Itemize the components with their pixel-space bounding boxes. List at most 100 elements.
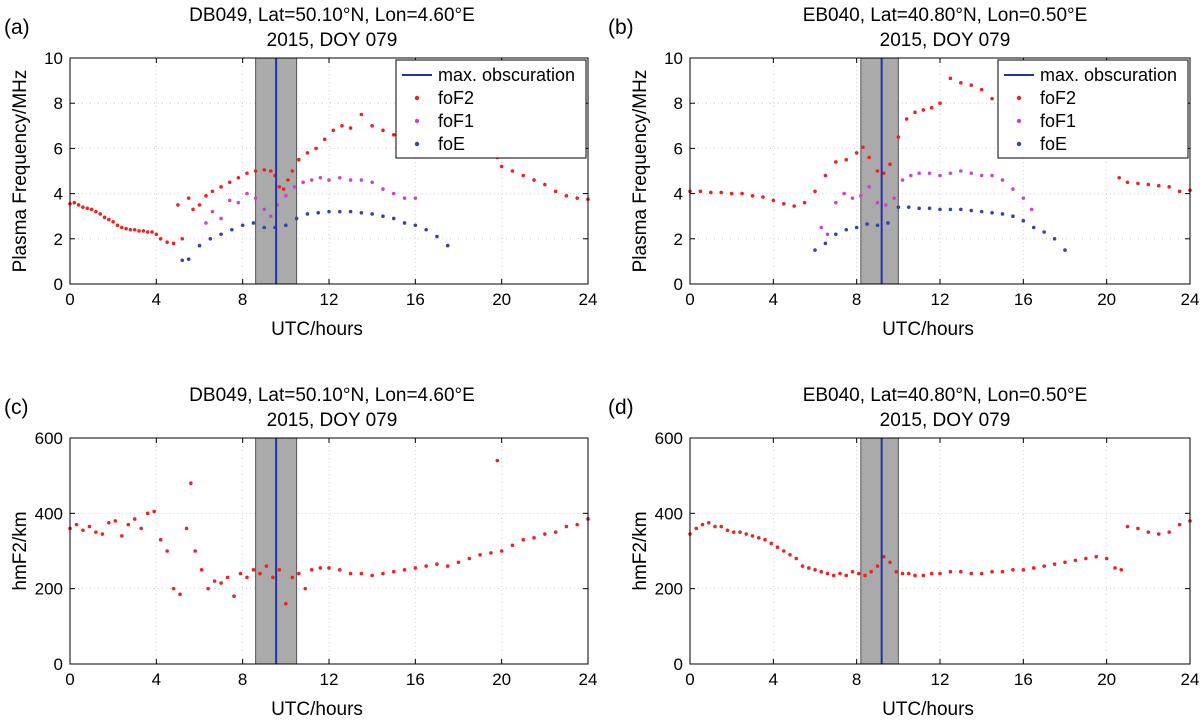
data-point-foF2 bbox=[370, 124, 374, 128]
data-point-foF2 bbox=[979, 87, 984, 92]
y-tick-label: 10 bbox=[664, 49, 683, 68]
data-point-foF1 bbox=[959, 169, 963, 173]
data-point-foF2 bbox=[1156, 183, 1161, 188]
data-point-foF2 bbox=[709, 190, 713, 195]
data-point-foF2 bbox=[124, 226, 128, 231]
data-point-hmF2 bbox=[794, 556, 799, 561]
data-point-foF2 bbox=[575, 196, 580, 200]
y-tick-label: 4 bbox=[674, 185, 683, 204]
data-point-hmF2 bbox=[178, 592, 182, 597]
data-point-foE bbox=[262, 225, 267, 230]
data-point-foF1 bbox=[819, 225, 824, 230]
data-point-foF2 bbox=[875, 169, 880, 173]
legend-entry: foF2 bbox=[1040, 88, 1076, 108]
data-point-hmF2 bbox=[478, 552, 482, 557]
data-point-hmF2 bbox=[1052, 562, 1057, 566]
data-point-hmF2 bbox=[445, 564, 450, 568]
data-point-hmF2 bbox=[744, 532, 749, 536]
data-point-foE bbox=[327, 209, 331, 214]
data-point-foF1 bbox=[834, 200, 838, 205]
data-point-foF2 bbox=[85, 206, 90, 211]
series-foE bbox=[813, 205, 1067, 252]
data-point-hmF2 bbox=[1031, 566, 1036, 570]
data-point-foF2 bbox=[137, 229, 141, 233]
data-point-hmF2 bbox=[990, 569, 994, 574]
data-point-hmF2 bbox=[1136, 526, 1140, 531]
legend-swatch-dot bbox=[414, 141, 420, 147]
y-tick-label: 0 bbox=[674, 655, 683, 674]
data-point-hmF2 bbox=[756, 536, 761, 540]
data-point-hmF2 bbox=[284, 601, 288, 606]
legend-swatch-dot bbox=[1016, 118, 1022, 124]
data-point-foE bbox=[813, 248, 817, 252]
data-point-foE bbox=[1052, 237, 1057, 241]
data-point-hmF2 bbox=[806, 566, 811, 570]
data-point-foF1 bbox=[1000, 178, 1005, 182]
data-point-foF2 bbox=[881, 171, 886, 176]
data-point-hmF2 bbox=[1094, 554, 1099, 559]
data-point-foF2 bbox=[89, 207, 94, 212]
chart-subtitle: 2015, DOY 079 bbox=[267, 410, 398, 431]
data-point-hmF2 bbox=[863, 573, 867, 578]
y-tick-label: 600 bbox=[35, 429, 63, 448]
data-point-hmF2 bbox=[327, 566, 331, 570]
data-point-foF1 bbox=[348, 178, 353, 182]
y-axis-label: hmF2/km bbox=[630, 511, 651, 590]
data-point-foF1 bbox=[391, 191, 396, 196]
data-point-hmF2 bbox=[844, 573, 849, 578]
data-point-foF2 bbox=[904, 117, 909, 121]
legend: max. obscuration foF2 foF1 foE bbox=[395, 59, 587, 159]
data-point-foF1 bbox=[875, 200, 880, 205]
data-point-foE bbox=[402, 221, 407, 225]
data-point-foE bbox=[240, 223, 245, 228]
data-point-hmF2 bbox=[888, 560, 892, 565]
y-tick-label: 400 bbox=[655, 504, 683, 523]
data-point-foE bbox=[938, 207, 942, 212]
data-point-foF2 bbox=[290, 169, 295, 173]
y-tick-label: 400 bbox=[35, 504, 63, 523]
chart-title: EB040, Lat=40.80°N, Lon=0.50°E bbox=[803, 385, 1088, 406]
data-point-foF2 bbox=[391, 133, 396, 137]
data-point-foF1 bbox=[402, 196, 407, 200]
data-point-hmF2 bbox=[251, 568, 256, 572]
data-point-foE bbox=[906, 205, 911, 209]
y-tick-label: 6 bbox=[674, 139, 683, 158]
data-point-foF1 bbox=[245, 191, 249, 196]
panel-label: (a) bbox=[4, 16, 30, 39]
data-point-foF2 bbox=[171, 241, 176, 246]
data-point-hmF2 bbox=[165, 549, 169, 553]
data-point-foF1 bbox=[381, 187, 385, 191]
data-point-foE bbox=[180, 258, 185, 263]
data-point-foE bbox=[370, 212, 374, 216]
data-point-foF1 bbox=[359, 178, 364, 182]
data-point-hmF2 bbox=[913, 573, 917, 578]
data-point-hmF2 bbox=[132, 517, 137, 521]
data-point-hmF2 bbox=[1084, 556, 1088, 561]
data-point-foE bbox=[435, 234, 439, 239]
data-point-foF1 bbox=[204, 221, 208, 225]
data-point-foF1 bbox=[969, 171, 974, 176]
data-point-foF2 bbox=[532, 178, 536, 182]
data-point-foF2 bbox=[761, 195, 765, 199]
series-foF1 bbox=[204, 175, 418, 225]
data-point-hmF2 bbox=[1063, 560, 1067, 565]
panel-label: (c) bbox=[4, 396, 29, 419]
y-tick-label: 200 bbox=[655, 580, 683, 599]
series-hmF2 bbox=[68, 458, 590, 606]
legend-entry: foE bbox=[438, 134, 465, 154]
x-tick-label: 4 bbox=[769, 670, 778, 689]
data-point-foF2 bbox=[81, 205, 85, 209]
y-tick-label: 0 bbox=[54, 655, 63, 674]
y-tick-label: 6 bbox=[54, 139, 63, 158]
x-tick-label: 16 bbox=[406, 670, 425, 689]
data-point-hmF2 bbox=[232, 594, 236, 598]
data-point-hmF2 bbox=[725, 528, 730, 533]
data-point-hmF2 bbox=[238, 571, 243, 576]
data-point-hmF2 bbox=[193, 549, 197, 553]
data-point-foF1 bbox=[867, 185, 871, 189]
x-tick-label: 8 bbox=[238, 290, 247, 309]
data-point-hmF2 bbox=[107, 520, 111, 525]
data-point-hmF2 bbox=[219, 581, 223, 585]
data-point-hmF2 bbox=[189, 481, 193, 486]
